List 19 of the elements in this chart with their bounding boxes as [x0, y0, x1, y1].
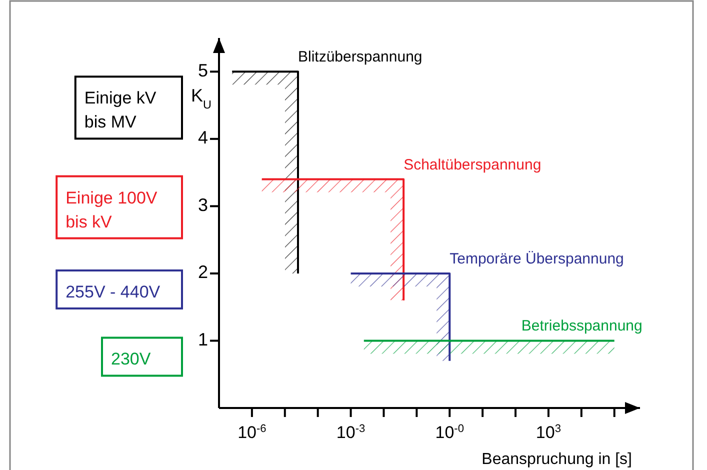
text: 230V: [111, 350, 152, 369]
text: Einige kV bis MV: [84, 88, 157, 132]
y-tick-label: 4: [198, 128, 208, 148]
x-tick-label: 10$^{-0}$: [435, 423, 464, 442]
x-tick-label: 10$^{3}$: [536, 423, 562, 442]
text: 255V - 440V: [66, 282, 161, 302]
series-label: Temporäre Überspannung: [450, 250, 624, 268]
x-tick-label: 10$^{-3}$: [336, 423, 366, 442]
x-axis-title: Beanspruchung in [s]: [482, 451, 632, 468]
x-tick-label: 10$^{-6}$: [238, 423, 266, 442]
series-label: Betriebsspannung: [521, 318, 642, 335]
y-tick-label: 2: [198, 262, 208, 282]
y-tick-label: 1: [198, 329, 208, 350]
text: Einige 100V bis kV: [66, 188, 158, 232]
y-tick-label: 5: [198, 60, 208, 80]
series-label: Blitzüberspannung: [298, 48, 422, 66]
y-axis-title: K$_{U}$: [191, 86, 212, 112]
series-label: Schaltüberspannung: [404, 156, 542, 174]
y-tick-label: 3: [198, 194, 208, 215]
